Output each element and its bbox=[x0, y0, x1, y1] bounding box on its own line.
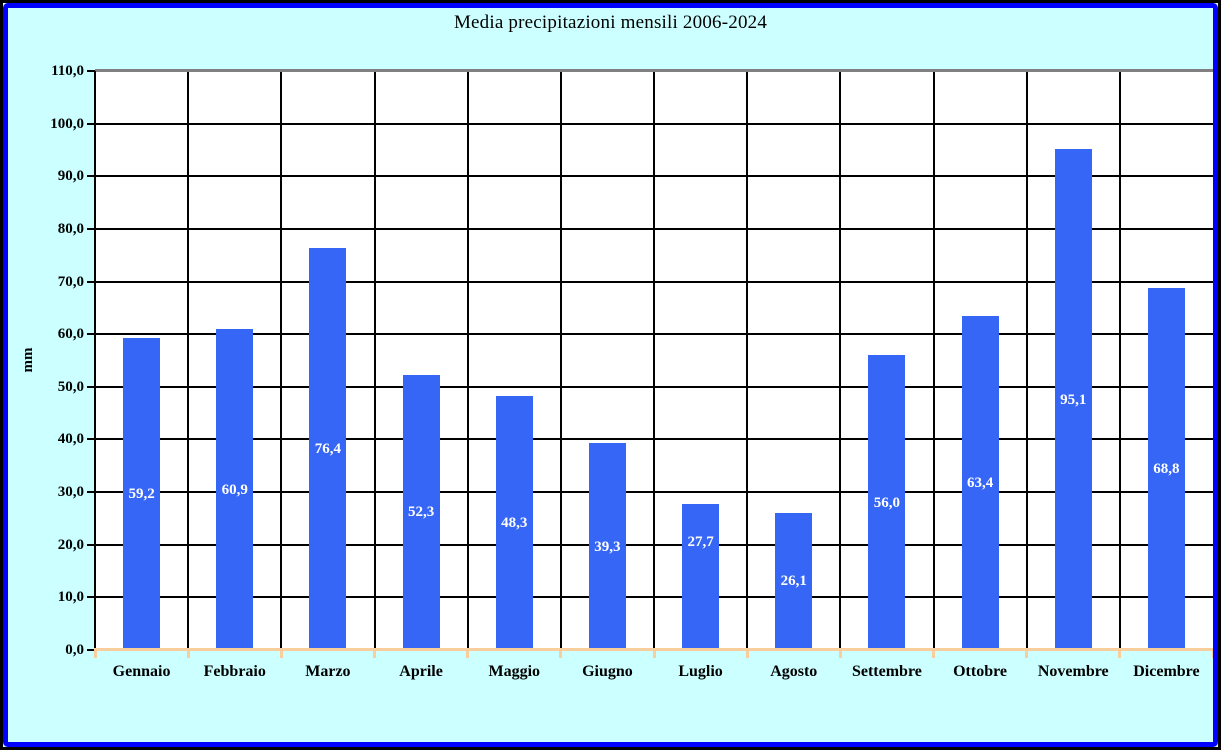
x-axis-month-label: Dicembre bbox=[1133, 663, 1200, 680]
bar-value-label: 59,2 bbox=[128, 486, 155, 503]
v-gridline bbox=[373, 71, 376, 650]
x-axis-month-label: Novembre bbox=[1037, 663, 1109, 680]
v-gridline bbox=[1118, 71, 1121, 650]
bar-value-label: 48,3 bbox=[501, 514, 528, 531]
v-gridline bbox=[932, 71, 935, 650]
x-axis-month-label: Aprile bbox=[399, 663, 443, 680]
x-tick-mark bbox=[466, 650, 470, 658]
y-tick-label: 10,0 bbox=[57, 589, 84, 606]
bar bbox=[1054, 149, 1092, 650]
y-tick-mark bbox=[87, 70, 95, 72]
x-axis-month-label: Ottobre bbox=[953, 663, 1008, 680]
bar bbox=[123, 338, 161, 650]
v-gridline bbox=[280, 71, 283, 650]
y-tick-mark bbox=[87, 543, 95, 546]
y-tick-label: 100,0 bbox=[50, 115, 84, 132]
bar-value-label: 60,9 bbox=[221, 481, 248, 498]
bar bbox=[588, 443, 626, 650]
v-gridline bbox=[187, 71, 190, 650]
bar-value-label: 52,3 bbox=[407, 504, 435, 521]
chart-title: Media precipitazioni mensili 2006-2024 bbox=[453, 12, 768, 33]
bar-value-label: 27,7 bbox=[687, 534, 714, 551]
plot-top-border bbox=[95, 69, 1213, 72]
bar bbox=[402, 374, 440, 650]
y-tick-label: 70,0 bbox=[57, 273, 84, 290]
bar bbox=[961, 316, 999, 650]
v-gridline bbox=[746, 71, 749, 650]
y-tick-mark bbox=[87, 491, 95, 494]
v-gridline bbox=[559, 71, 562, 650]
x-tick-mark bbox=[745, 650, 749, 658]
x-tick-mark bbox=[932, 650, 935, 658]
y-tick-mark bbox=[87, 280, 95, 283]
y-tick-label: 110,0 bbox=[51, 63, 84, 79]
x-tick-mark bbox=[559, 650, 563, 658]
plot-area: 59,2 60,9 76,4 52,3 48,3 39,3 27,7 26,1 56,0 63,4… bbox=[95, 71, 1213, 650]
bar bbox=[1147, 287, 1185, 650]
x-tick-mark bbox=[1118, 650, 1122, 658]
bar bbox=[682, 504, 720, 650]
v-gridline bbox=[653, 71, 655, 650]
y-tick-label: 90,0 bbox=[57, 168, 84, 185]
bar bbox=[495, 395, 533, 650]
y-tick-mark bbox=[87, 122, 95, 125]
bar-value-label: 63,4 bbox=[966, 475, 994, 492]
bar-value-label: 39,3 bbox=[594, 538, 621, 555]
y-tick-mark bbox=[87, 175, 95, 178]
bar-value-label: 95,1 bbox=[1060, 391, 1087, 408]
x-axis-month-label: Gennaio bbox=[112, 663, 171, 680]
bar-value-label: 68,8 bbox=[1153, 460, 1180, 477]
bar bbox=[216, 329, 254, 650]
x-tick-mark bbox=[838, 650, 842, 658]
y-tick-label: 0,0 bbox=[65, 642, 84, 658]
x-tick-mark bbox=[373, 650, 376, 658]
v-gridline bbox=[839, 71, 842, 650]
v-gridline bbox=[1025, 71, 1028, 650]
bar-value-label: 56,0 bbox=[873, 494, 901, 511]
v-gridline bbox=[466, 71, 469, 650]
y-tick-mark bbox=[87, 227, 95, 230]
x-axis-month-label: Agosto bbox=[770, 663, 818, 680]
x-tick-mark bbox=[279, 650, 283, 658]
x-axis-month-label: Luglio bbox=[678, 663, 723, 680]
y-axis-title: mm bbox=[19, 347, 36, 373]
bar bbox=[775, 512, 813, 650]
y-tick-mark bbox=[87, 438, 95, 441]
bar bbox=[868, 355, 906, 650]
y-tick-label: 20,0 bbox=[57, 536, 84, 553]
x-tick-mark bbox=[93, 650, 97, 658]
bar bbox=[309, 247, 347, 650]
x-axis-month-label: Settembre bbox=[851, 663, 922, 680]
y-tick-mark bbox=[87, 596, 95, 599]
x-axis-month-label: Marzo bbox=[305, 663, 351, 680]
bar-value-label: 76,4 bbox=[314, 440, 342, 457]
y-tick-label: 80,0 bbox=[57, 220, 84, 237]
y-axis-line bbox=[94, 71, 96, 650]
y-tick-mark bbox=[87, 333, 95, 336]
x-tick-mark bbox=[1025, 650, 1029, 658]
y-tick-label: 50,0 bbox=[57, 378, 84, 395]
x-axis-month-label: Febbraio bbox=[203, 663, 266, 680]
bar-value-label: 26,1 bbox=[780, 573, 807, 590]
x-tick-mark bbox=[1211, 650, 1215, 658]
y-tick-label: 60,0 bbox=[57, 326, 84, 343]
x-axis-month-label: Giugno bbox=[582, 663, 633, 680]
y-tick-mark bbox=[87, 385, 95, 388]
x-tick-mark bbox=[186, 650, 190, 658]
x-axis-month-label: Maggio bbox=[488, 663, 541, 680]
y-tick-label: 40,0 bbox=[57, 431, 84, 448]
y-tick-label: 30,0 bbox=[57, 484, 84, 501]
x-axis-baseline bbox=[94, 648, 1213, 651]
y-tick-mark bbox=[87, 649, 95, 651]
x-tick-mark bbox=[652, 650, 656, 658]
